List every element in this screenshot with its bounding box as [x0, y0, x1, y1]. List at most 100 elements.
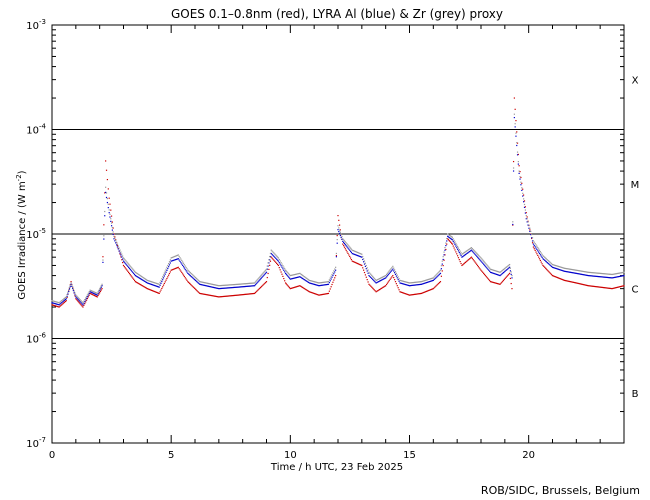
series-point: [477, 266, 479, 268]
series-point: [616, 272, 618, 275]
series-point: [507, 274, 509, 276]
y-tick-label: 10-3: [26, 18, 46, 32]
series-point: [115, 242, 117, 244]
series-point: [130, 269, 132, 272]
series-point: [534, 249, 536, 251]
series-point: [186, 279, 188, 281]
series-point: [356, 254, 358, 256]
series-point: [568, 268, 571, 270]
series-point: [300, 285, 302, 287]
series-point: [571, 281, 573, 283]
series-point: [342, 238, 344, 240]
series-point: [116, 244, 119, 247]
series-point: [330, 286, 332, 288]
series-point: [363, 260, 366, 262]
series-point: [413, 281, 415, 284]
series-point: [132, 277, 134, 279]
series-point: [565, 270, 567, 273]
x-tick-label: 20: [522, 450, 535, 461]
series-point: [82, 302, 84, 304]
series-point: [265, 272, 267, 274]
series-point: [350, 258, 353, 261]
series-point: [572, 269, 574, 271]
series-point: [197, 279, 199, 281]
series-point: [266, 276, 268, 279]
series-point: [309, 280, 311, 282]
series-point: [283, 269, 285, 271]
series-point: [455, 242, 457, 245]
series-point: [430, 280, 432, 282]
series-point: [103, 224, 105, 226]
series-point: [132, 268, 134, 270]
series-point: [526, 221, 528, 223]
series-point: [223, 284, 225, 286]
series-point: [519, 176, 521, 178]
series-point: [434, 286, 436, 288]
series-point: [158, 286, 160, 288]
series-point: [51, 302, 53, 304]
series-point: [408, 284, 410, 287]
series-point: [54, 303, 57, 305]
series-point: [130, 275, 132, 277]
series-point: [333, 270, 335, 272]
series-point: [361, 253, 363, 255]
series-point: [202, 293, 204, 295]
series-point: [457, 255, 459, 257]
series-point: [305, 280, 307, 282]
series-point: [400, 280, 402, 282]
series-point: [84, 303, 86, 305]
series-point: [352, 249, 354, 252]
series-point: [611, 288, 613, 290]
series-point: [85, 297, 88, 299]
series-point: [457, 248, 459, 250]
series-point: [96, 296, 98, 298]
series-point: [573, 269, 575, 271]
series-point: [574, 272, 577, 274]
series-point: [237, 286, 239, 288]
series-point: [622, 271, 624, 274]
series-point: [574, 269, 577, 271]
series-point: [133, 270, 136, 272]
series-point: [219, 296, 222, 298]
series-point: [577, 282, 579, 284]
series-point: [271, 253, 273, 256]
series-point: [163, 272, 165, 274]
series-point: [219, 287, 221, 290]
series-point: [243, 293, 246, 296]
series-point: [87, 296, 89, 298]
series-point: [226, 287, 228, 289]
series-point: [595, 272, 597, 274]
series-point: [506, 268, 508, 271]
series-point: [429, 280, 431, 283]
series-point: [151, 284, 154, 286]
series-point: [219, 285, 221, 287]
series-point: [576, 272, 578, 275]
series-point: [99, 288, 101, 290]
series-point: [539, 251, 541, 253]
series-point: [168, 266, 170, 268]
series-point: [182, 261, 184, 263]
series-point: [605, 276, 607, 278]
series-point: [54, 301, 57, 303]
series-point: [108, 209, 110, 211]
series-point: [348, 245, 350, 247]
series-point: [514, 123, 516, 125]
series-point: [215, 284, 217, 286]
series-point: [53, 300, 55, 302]
series-point: [127, 262, 129, 264]
series-point: [611, 273, 613, 276]
series-point: [369, 275, 371, 278]
series-point: [244, 293, 247, 295]
series-point: [269, 256, 272, 258]
series-point: [571, 268, 573, 271]
series-point: [260, 286, 262, 288]
series-point: [390, 270, 392, 273]
series-point: [567, 280, 569, 282]
series-point: [222, 287, 224, 289]
series-point: [245, 285, 247, 288]
series-point: [567, 271, 569, 273]
series-point: [332, 274, 334, 277]
series-point: [503, 278, 505, 280]
series-point: [354, 250, 356, 252]
series-point: [60, 304, 62, 307]
